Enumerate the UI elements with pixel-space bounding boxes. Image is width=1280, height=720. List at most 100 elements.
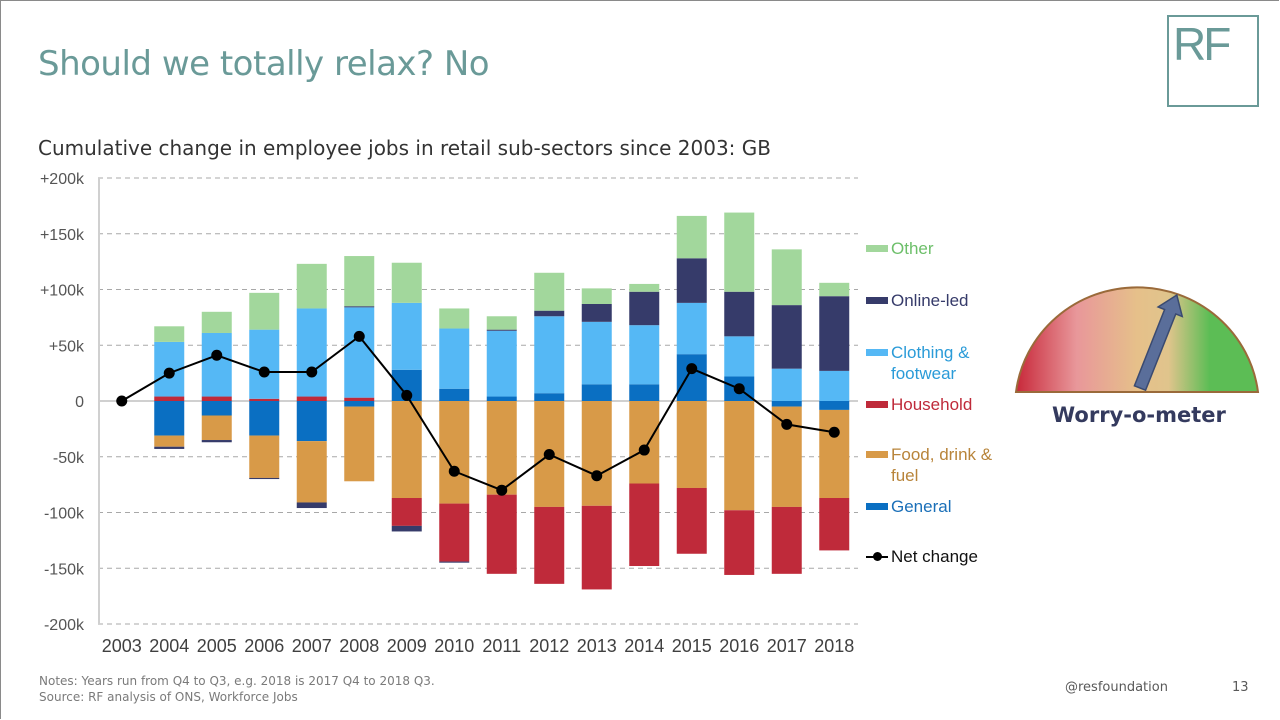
- y-tick-label: +50k: [49, 338, 85, 355]
- legend-swatch: [866, 503, 888, 510]
- bar-household-2017: [771, 506, 802, 574]
- legend-label: Household: [891, 395, 973, 414]
- x-tick-label: 2005: [197, 636, 237, 656]
- bar-online-2004: [154, 446, 185, 449]
- legend-item: Net change: [866, 546, 978, 567]
- bar-household-2008: [344, 397, 375, 401]
- bar-food-2007: [296, 441, 327, 503]
- y-tick-label: 0: [75, 394, 84, 411]
- bar-other-2010: [439, 308, 470, 329]
- bar-general-2006: [249, 401, 280, 436]
- worry-o-meter-gauge: [1014, 268, 1262, 404]
- legend-item: Clothing & footwear: [866, 342, 1006, 384]
- bar-other-2011: [486, 316, 517, 330]
- bar-household-2007: [296, 396, 327, 401]
- bar-stack-2006: [249, 292, 280, 480]
- bar-stack-2010: [439, 308, 470, 563]
- x-tick-label: 2006: [244, 636, 284, 656]
- bar-household-2009: [391, 498, 422, 526]
- net-change-line: [116, 330, 840, 496]
- bar-clothing-2008: [344, 307, 375, 398]
- bar-other-2017: [771, 249, 802, 306]
- bar-household-2014: [629, 483, 660, 567]
- bar-online-2012: [534, 310, 565, 317]
- net-change-point-2009: [401, 389, 413, 401]
- legend-item: Household: [866, 394, 972, 415]
- notes-text: Notes: Years run from Q4 to Q3, e.g. 201…: [39, 674, 435, 688]
- bar-other-2015: [676, 215, 707, 259]
- net-change-point-2008: [353, 330, 365, 342]
- bar-other-2004: [154, 326, 185, 342]
- bar-clothing-2016: [724, 336, 755, 377]
- bar-food-2015: [676, 401, 707, 488]
- y-tick-label: -200k: [44, 617, 85, 634]
- x-tick-label: 2012: [529, 636, 569, 656]
- legend-item: Online-led: [866, 290, 969, 311]
- bar-online-2015: [676, 258, 707, 303]
- bar-general-2007: [296, 401, 327, 442]
- bar-clothing-2012: [534, 316, 565, 394]
- bar-general-2011: [486, 396, 517, 401]
- bar-food-2010: [439, 401, 470, 504]
- bar-online-2006: [249, 477, 280, 480]
- bar-stack-2018: [819, 282, 850, 551]
- bar-household-2010: [439, 503, 470, 562]
- x-tick-label: 2007: [292, 636, 332, 656]
- bar-food-2018: [819, 409, 850, 499]
- slide-title: Should we totally relax? No: [38, 44, 490, 84]
- legend-label: Net change: [891, 547, 978, 566]
- bar-general-2010: [439, 388, 470, 401]
- legend-item: Food, drink & fuel: [866, 444, 1006, 486]
- bar-online-2010: [439, 561, 470, 563]
- net-change-point-2018: [828, 426, 840, 438]
- bar-household-2004: [154, 396, 185, 401]
- x-tick-label: 2011: [482, 636, 521, 656]
- bar-household-2013: [581, 505, 612, 590]
- bar-stack-2017: [771, 249, 802, 574]
- bar-clothing-2005: [201, 332, 232, 397]
- bar-clothing-2015: [676, 302, 707, 355]
- bar-clothing-2006: [249, 329, 280, 399]
- page-number: 13: [1232, 680, 1249, 695]
- gauge-dial: [1014, 286, 1260, 393]
- bar-other-2018: [819, 282, 850, 297]
- legend-label: Food, drink & fuel: [891, 445, 993, 485]
- bar-stack-2014: [629, 283, 660, 567]
- bar-food-2004: [154, 435, 185, 447]
- gauge-needle-icon: [1133, 293, 1184, 392]
- net-change-point-2014: [638, 444, 650, 456]
- y-tick-label: +100k: [40, 283, 85, 300]
- y-tick-label: -50k: [53, 450, 85, 467]
- x-tick-label: 2008: [339, 636, 379, 656]
- net-change-point-2007: [306, 366, 318, 378]
- bar-other-2005: [201, 311, 232, 333]
- bar-online-2018: [819, 296, 850, 371]
- bar-clothing-2010: [439, 328, 470, 389]
- bar-food-2016: [724, 401, 755, 511]
- bar-general-2018: [819, 401, 850, 410]
- net-change-point-2015: [686, 363, 698, 375]
- net-change-point-2006: [258, 366, 270, 378]
- bar-clothing-2018: [819, 370, 850, 401]
- net-change-polyline: [121, 334, 835, 492]
- bar-stack-2015: [676, 215, 707, 554]
- legend-swatch: [866, 245, 888, 252]
- bar-household-2006: [249, 398, 280, 401]
- bar-clothing-2011: [486, 330, 517, 397]
- x-tick-label: 2014: [624, 636, 664, 656]
- y-axis-ticks: +200k +150k +100k +50k 0 -50k -100k -150k -200k: [40, 171, 85, 634]
- x-tick-label: 2016: [719, 636, 759, 656]
- bar-household-2012: [534, 506, 565, 584]
- bar-stack-2007: [296, 263, 327, 509]
- bar-household-2016: [724, 510, 755, 575]
- legend-label: Online-led: [891, 291, 969, 310]
- bar-other-2009: [391, 262, 422, 303]
- net-change-point-2012: [543, 449, 555, 461]
- legend-swatch: [866, 401, 888, 408]
- bar-online-2016: [724, 291, 755, 337]
- bar-online-2017: [771, 305, 802, 369]
- net-change-point-2016: [733, 383, 745, 395]
- bar-online-2008: [344, 306, 375, 308]
